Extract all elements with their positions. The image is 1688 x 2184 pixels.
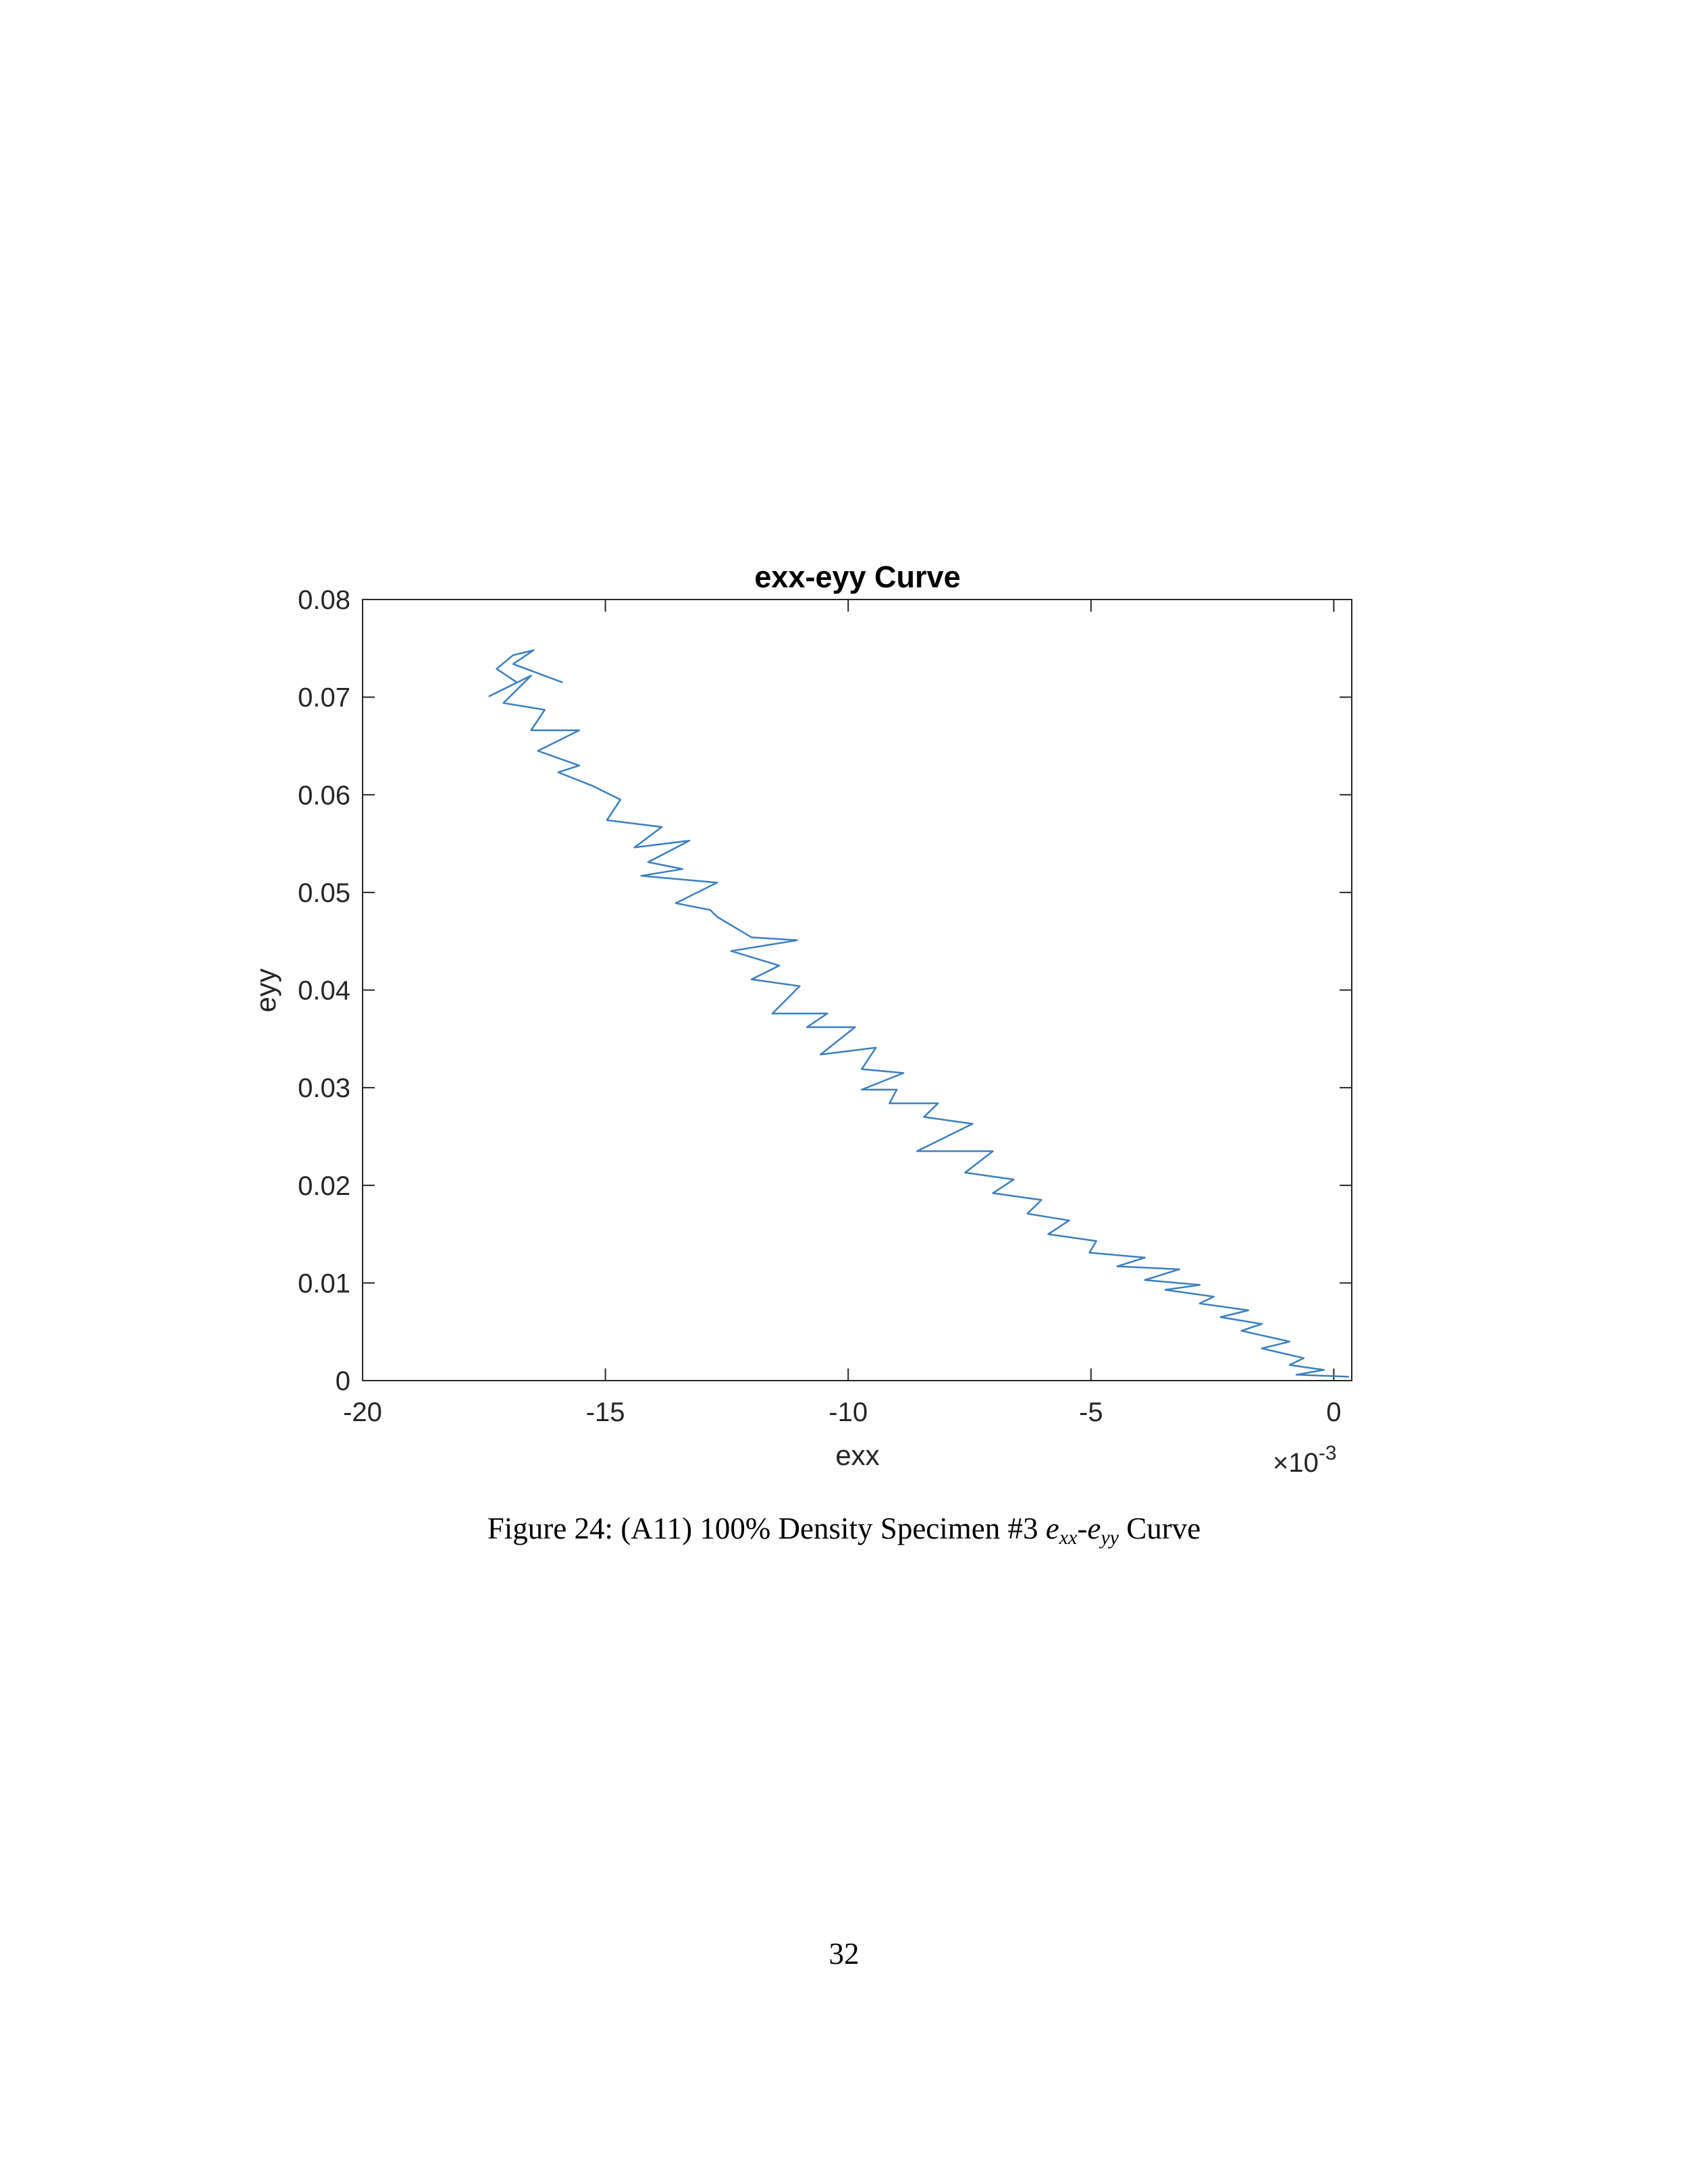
caption-prefix: Figure 24: xyxy=(487,1512,614,1545)
y-tick-label: 0.04 xyxy=(298,976,350,1006)
figure-caption: Figure 24: (A11) 100% Density Specimen #… xyxy=(0,1511,1688,1549)
page-number: 32 xyxy=(828,1937,860,1971)
x-axis-label: exx xyxy=(835,1439,879,1471)
y-tick-label: 0.08 xyxy=(298,585,350,615)
caption-suffix: Curve xyxy=(1126,1512,1201,1545)
x-tick-label: -20 xyxy=(343,1397,382,1427)
y-tick-label: 0.02 xyxy=(298,1171,350,1201)
caption-var: e xyxy=(1045,1512,1059,1545)
chart: exx-eyy Curve exx eyy ×10-3 0 0.01 0.02 0.0… xyxy=(250,560,1352,1478)
y-tick-label: 0.05 xyxy=(298,878,350,908)
y-axis-label: eyy xyxy=(250,968,282,1012)
data-line xyxy=(488,649,1349,1378)
x-tick-label: -15 xyxy=(586,1397,625,1427)
x-multiplier-base: ×10 xyxy=(1273,1448,1319,1478)
chart-title: exx-eyy Curve xyxy=(754,560,960,594)
caption-var: e xyxy=(1087,1512,1101,1545)
x-tick-label: -10 xyxy=(828,1397,868,1427)
x-multiplier: ×10-3 xyxy=(1273,1442,1337,1478)
y-tick-label: 0.07 xyxy=(298,683,350,713)
caption-text: (A11) 100% Density Specimen #3 xyxy=(621,1512,1038,1545)
axes-box xyxy=(362,599,1352,1381)
y-tick-label: 0 xyxy=(336,1366,350,1396)
y-tick-label: 0.06 xyxy=(298,780,350,810)
y-tick-label: 0.01 xyxy=(298,1269,350,1298)
x-tick-label: 0 xyxy=(1326,1397,1341,1427)
y-tick-label: 0.03 xyxy=(298,1073,350,1103)
caption-sub: yy xyxy=(1101,1526,1119,1549)
x-multiplier-exponent: -3 xyxy=(1319,1442,1337,1464)
x-tick-label: -5 xyxy=(1079,1397,1103,1427)
caption-sep: - xyxy=(1077,1512,1088,1545)
caption-sub: xx xyxy=(1059,1526,1078,1549)
